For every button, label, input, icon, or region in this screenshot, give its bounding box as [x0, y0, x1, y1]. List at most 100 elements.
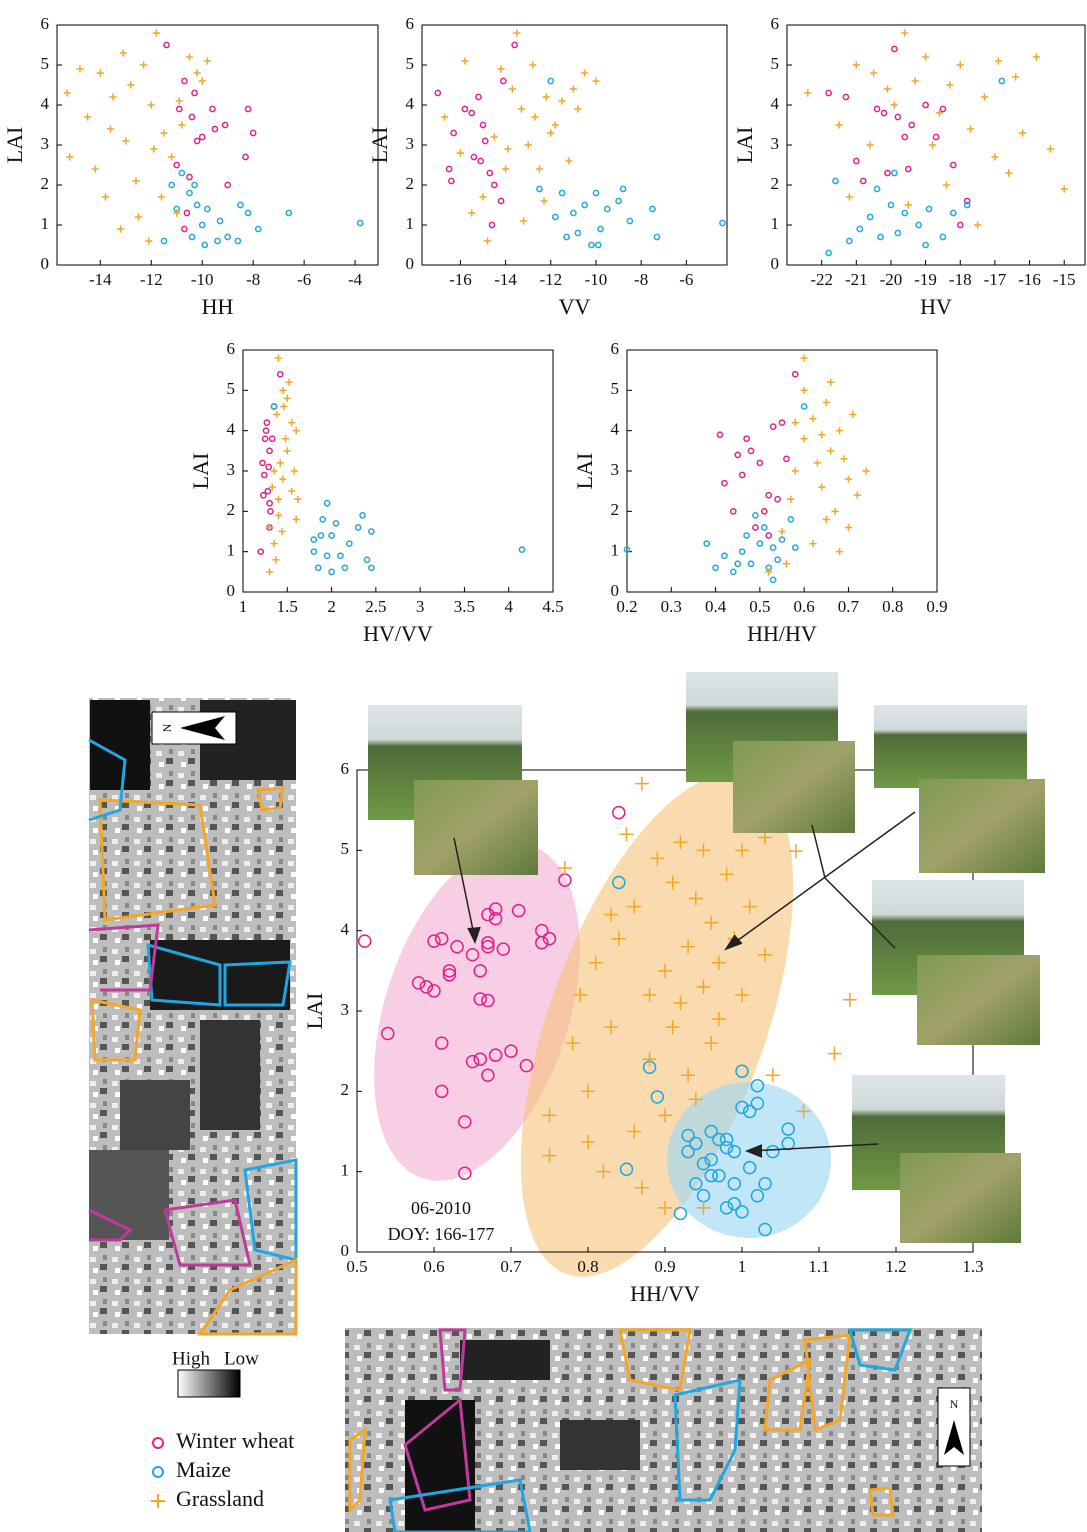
point	[191, 181, 198, 189]
x-tick-label: -16	[1018, 270, 1041, 289]
point	[254, 225, 262, 233]
legend: Winter wheat Maize Grassland	[151, 1428, 294, 1511]
y-tick-label: 5	[41, 54, 50, 73]
point	[193, 137, 201, 145]
point	[411, 976, 426, 990]
point	[434, 1036, 449, 1050]
point	[279, 475, 287, 483]
y-tick-label: 2	[41, 174, 50, 193]
point	[261, 435, 269, 443]
point	[198, 133, 206, 141]
point	[152, 29, 160, 37]
point	[285, 378, 293, 386]
legend-marker	[151, 1494, 165, 1508]
point	[727, 1144, 742, 1159]
point	[458, 1166, 472, 1181]
point	[337, 552, 344, 560]
point	[846, 237, 853, 245]
point	[765, 532, 773, 539]
point	[270, 403, 278, 410]
point	[588, 241, 595, 249]
x-tick-label: 0.3	[661, 597, 682, 616]
point	[835, 427, 844, 435]
point	[450, 129, 457, 137]
point	[880, 109, 888, 117]
point	[735, 1064, 749, 1078]
point	[278, 527, 286, 536]
point	[980, 93, 989, 101]
point	[719, 867, 734, 882]
legend-label: Grassland	[176, 1486, 264, 1511]
point	[501, 165, 510, 173]
point	[203, 205, 211, 213]
point	[440, 113, 449, 121]
point	[758, 1222, 772, 1237]
point	[787, 516, 795, 523]
plot-frame	[626, 349, 938, 593]
point	[845, 193, 853, 201]
point	[470, 153, 478, 161]
point	[317, 532, 325, 539]
point	[681, 1144, 695, 1159]
point	[756, 540, 764, 547]
point	[473, 964, 487, 978]
point	[681, 1128, 695, 1143]
point	[673, 995, 688, 1010]
point	[704, 1152, 718, 1167]
point	[481, 1068, 495, 1083]
point	[1046, 145, 1054, 153]
plot-frame	[242, 349, 554, 593]
point	[890, 101, 899, 109]
point	[479, 121, 487, 129]
point	[178, 121, 186, 129]
point	[132, 177, 140, 185]
y-axis-label: LAI	[2, 127, 27, 164]
point	[650, 851, 665, 866]
point	[270, 467, 278, 475]
point	[842, 992, 857, 1007]
point	[689, 1176, 703, 1191]
point	[262, 427, 270, 435]
y-tick-label: 1	[406, 214, 415, 233]
point	[626, 217, 634, 225]
point	[542, 1148, 557, 1163]
point	[852, 61, 860, 69]
x-axis-label: HH/VV	[630, 1281, 700, 1306]
point	[535, 935, 549, 950]
point	[832, 177, 839, 185]
x-tick-label: -17	[984, 270, 1007, 289]
point	[743, 435, 750, 443]
point	[611, 931, 626, 946]
point	[956, 221, 964, 229]
point	[1012, 73, 1020, 81]
x-tick-label: 0.8	[577, 1257, 598, 1276]
point	[323, 552, 331, 560]
y-tick-label: 6	[341, 759, 350, 778]
point	[276, 459, 284, 467]
point	[696, 843, 711, 858]
point	[209, 105, 216, 113]
colorbar-high: High	[172, 1348, 211, 1369]
point	[264, 487, 272, 495]
x-tick-label: -10	[585, 270, 608, 289]
point	[198, 221, 206, 229]
point	[727, 1176, 742, 1191]
y-tick-label: 6	[227, 339, 236, 358]
point	[825, 89, 832, 97]
x-tick-label: 0.6	[423, 1257, 444, 1276]
point	[809, 540, 817, 548]
point	[973, 221, 982, 229]
point	[716, 431, 724, 439]
point	[314, 564, 322, 572]
point	[465, 1054, 480, 1069]
x-tick-label: 0.7	[500, 1257, 522, 1276]
point	[547, 129, 555, 137]
y-tick-label: 3	[227, 460, 236, 479]
point	[504, 1044, 518, 1058]
point	[260, 491, 267, 499]
point	[448, 177, 455, 185]
point	[800, 435, 808, 443]
point	[928, 141, 937, 149]
point	[774, 556, 781, 564]
